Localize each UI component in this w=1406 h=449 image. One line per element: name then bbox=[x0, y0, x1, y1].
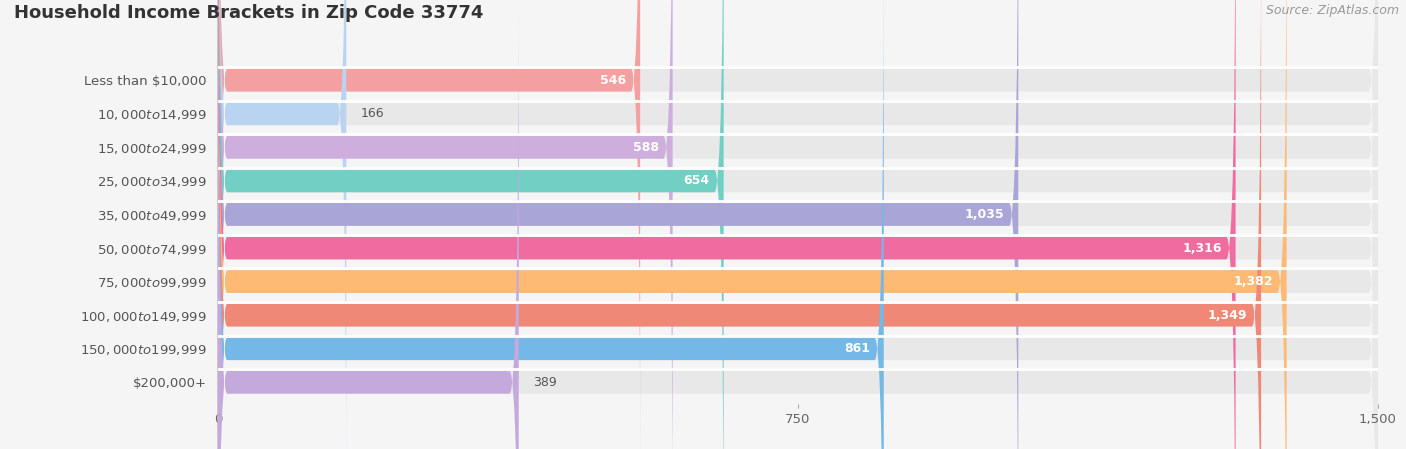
FancyBboxPatch shape bbox=[218, 0, 1018, 449]
FancyBboxPatch shape bbox=[218, 0, 1378, 449]
FancyBboxPatch shape bbox=[218, 0, 1378, 449]
FancyBboxPatch shape bbox=[218, 0, 1378, 449]
Text: 1,382: 1,382 bbox=[1233, 275, 1272, 288]
Text: 654: 654 bbox=[683, 174, 710, 187]
Text: Source: ZipAtlas.com: Source: ZipAtlas.com bbox=[1265, 4, 1399, 18]
FancyBboxPatch shape bbox=[218, 0, 1378, 449]
Text: 166: 166 bbox=[360, 107, 384, 120]
FancyBboxPatch shape bbox=[218, 0, 519, 449]
FancyBboxPatch shape bbox=[218, 0, 724, 449]
FancyBboxPatch shape bbox=[218, 0, 1236, 449]
Text: 1,349: 1,349 bbox=[1208, 308, 1247, 321]
FancyBboxPatch shape bbox=[218, 0, 1378, 449]
Text: 1,316: 1,316 bbox=[1182, 242, 1222, 255]
FancyBboxPatch shape bbox=[218, 0, 346, 449]
FancyBboxPatch shape bbox=[218, 0, 1378, 449]
FancyBboxPatch shape bbox=[218, 0, 672, 449]
Text: Household Income Brackets in Zip Code 33774: Household Income Brackets in Zip Code 33… bbox=[14, 4, 484, 22]
FancyBboxPatch shape bbox=[218, 0, 1378, 449]
FancyBboxPatch shape bbox=[218, 0, 640, 449]
Text: 588: 588 bbox=[633, 141, 658, 154]
Text: 389: 389 bbox=[533, 376, 557, 389]
FancyBboxPatch shape bbox=[218, 0, 1378, 449]
Text: 546: 546 bbox=[600, 74, 626, 87]
FancyBboxPatch shape bbox=[218, 0, 1378, 449]
Text: 1,035: 1,035 bbox=[965, 208, 1004, 221]
FancyBboxPatch shape bbox=[218, 0, 1261, 449]
Text: 861: 861 bbox=[844, 342, 870, 355]
FancyBboxPatch shape bbox=[218, 0, 884, 449]
FancyBboxPatch shape bbox=[218, 0, 1378, 449]
FancyBboxPatch shape bbox=[218, 0, 1286, 449]
